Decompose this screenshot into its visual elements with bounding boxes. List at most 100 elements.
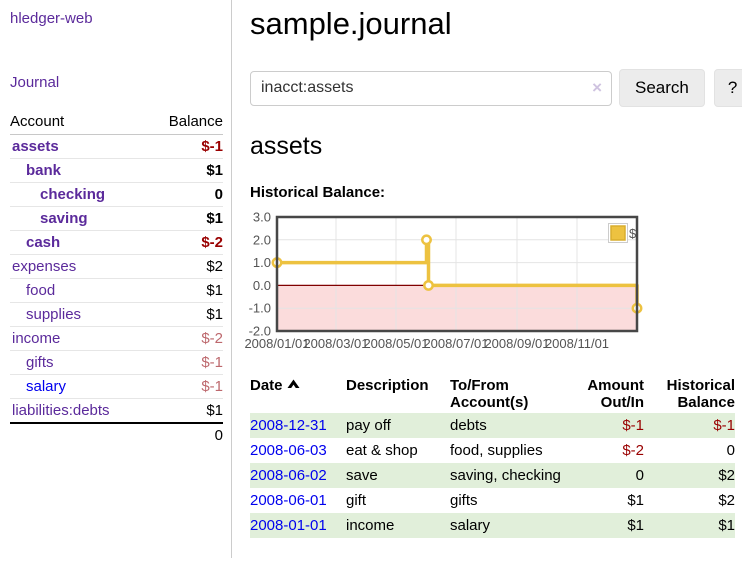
account-balance: $2 xyxy=(147,254,223,279)
transaction-description: pay off xyxy=(346,413,450,438)
register-header-amount: Amount Out/In xyxy=(587,377,644,411)
transaction-description: income xyxy=(346,513,450,538)
transaction-accounts: saving, checking xyxy=(450,463,562,488)
account-balance: $-1 xyxy=(147,350,223,375)
transaction-balance: 0 xyxy=(726,442,735,459)
x-axis-labels: 2008/01/01 2008/03/01 2008/05/01 2008/07… xyxy=(244,336,609,351)
transaction-amount: $-2 xyxy=(622,442,644,459)
account-row: cash $-2 xyxy=(10,230,223,255)
account-link-liabilities-debts[interactable]: liabilities:debts xyxy=(12,402,110,419)
transaction-description: eat & shop xyxy=(346,442,418,459)
search-button[interactable]: Search xyxy=(619,69,705,107)
register-header-date[interactable]: Date xyxy=(250,375,346,413)
help-button[interactable]: ? xyxy=(713,69,742,107)
account-link-supplies[interactable]: supplies xyxy=(26,306,82,323)
search-input[interactable] xyxy=(250,70,612,106)
transaction-amount: $1 xyxy=(562,513,644,538)
page-title: sample.journal xyxy=(250,6,452,41)
transaction-amount: $-1 xyxy=(562,413,644,438)
transaction-accounts: food, supplies xyxy=(450,442,543,459)
svg-text:2008/01/01: 2008/01/01 xyxy=(244,336,309,351)
sidebar-item-journal[interactable]: Journal xyxy=(10,74,60,91)
account-link-salary[interactable]: salary xyxy=(26,378,67,395)
account-balance: $1 xyxy=(147,302,223,327)
account-balance: 0 xyxy=(147,182,223,207)
svg-text:0.0: 0.0 xyxy=(253,278,271,293)
register-header-accounts: To/From Account(s) xyxy=(450,377,529,411)
account-link-food[interactable]: food xyxy=(26,282,56,299)
legend-label: $ xyxy=(629,226,637,241)
account-link-checking[interactable]: checking xyxy=(40,186,106,203)
y-axis-labels: 3.0 2.0 1.0 0.0 -1.0 -2.0 xyxy=(249,211,271,339)
svg-text:2008/07/01: 2008/07/01 xyxy=(423,336,488,351)
accounts-total-value: 0 xyxy=(147,422,223,447)
transaction-accounts: debts xyxy=(450,413,562,438)
account-link-gifts[interactable]: gifts xyxy=(26,354,54,371)
account-row: liabilities:debts $1 xyxy=(10,398,223,424)
clear-search-icon[interactable]: × xyxy=(592,77,602,97)
transaction-accounts: gifts xyxy=(450,492,478,509)
account-row: salary $-1 xyxy=(10,374,223,399)
transaction-date-link[interactable]: 2008-12-31 xyxy=(250,417,327,434)
accounts-header-balance: Balance xyxy=(147,110,223,135)
account-row: saving $1 xyxy=(10,206,223,231)
account-link-assets[interactable]: assets xyxy=(12,138,59,155)
account-balance: $-2 xyxy=(147,230,223,255)
brand-link[interactable]: hledger-web xyxy=(10,10,93,27)
account-balance: $1 xyxy=(147,158,223,183)
account-balance: $1 xyxy=(147,398,223,424)
transaction-date-link[interactable]: 2008-01-01 xyxy=(250,517,327,534)
accounts-total-row: 0 xyxy=(10,422,223,447)
account-row: bank $1 xyxy=(10,158,223,183)
account-link-saving[interactable]: saving xyxy=(40,210,88,227)
transaction-balance: $1 xyxy=(644,513,735,538)
svg-text:2008/11/01: 2008/11/01 xyxy=(545,336,609,351)
transaction-description: save xyxy=(346,463,450,488)
account-balance: $1 xyxy=(147,206,223,231)
account-balance: $1 xyxy=(147,278,223,303)
svg-text:-1.0: -1.0 xyxy=(249,301,271,316)
transaction-balance: $2 xyxy=(718,492,735,509)
sort-ascending-icon xyxy=(287,377,300,394)
register-row: 2008-06-02 save saving, checking 0 $2 xyxy=(250,463,735,488)
transaction-amount: 0 xyxy=(562,463,644,488)
account-link-expenses[interactable]: expenses xyxy=(12,258,77,275)
account-balance: $-1 xyxy=(147,134,223,159)
register-header-balance: Historical Balance xyxy=(666,377,735,411)
account-row: checking 0 xyxy=(10,182,223,207)
svg-text:1.0: 1.0 xyxy=(253,255,271,270)
accounts-header-account: Account xyxy=(10,110,148,135)
chart-legend: $ xyxy=(608,223,637,243)
transaction-date-link[interactable]: 2008-06-01 xyxy=(250,492,327,509)
register-header-description: Description xyxy=(346,377,429,394)
register-row: 2008-01-01 income salary $1 $1 xyxy=(250,513,735,538)
account-link-cash[interactable]: cash xyxy=(26,234,61,251)
register-row: 2008-06-03 eat & shop food, supplies $-2… xyxy=(250,438,735,463)
account-row: expenses $2 xyxy=(10,254,223,279)
svg-text:2.0: 2.0 xyxy=(253,232,271,247)
sidebar: hledger-web Journal Account Balance asse… xyxy=(0,0,232,558)
account-heading: assets xyxy=(250,132,323,160)
register-row: 2008-06-01 gift gifts $1 $2 xyxy=(250,488,735,513)
svg-text:3.0: 3.0 xyxy=(253,211,271,225)
transaction-accounts: salary xyxy=(450,513,562,538)
account-balance: $-2 xyxy=(147,326,223,351)
transaction-description: gift xyxy=(346,492,367,509)
register-table: Date Description To/From Account(s) Amoun… xyxy=(250,375,735,538)
app-layout: hledger-web Journal Account Balance asse… xyxy=(0,0,742,558)
account-row: food $1 xyxy=(10,278,223,303)
account-link-income[interactable]: income xyxy=(12,330,61,347)
transaction-balance: $-1 xyxy=(644,413,735,438)
main-content: sample.journal × Search ? assets Histori… xyxy=(232,0,742,558)
svg-text:2008/03/01: 2008/03/01 xyxy=(303,336,368,351)
transaction-balance: $2 xyxy=(644,463,735,488)
accounts-table: Account Balance assets $-1 bank $1 check… xyxy=(10,110,223,447)
transaction-date-link[interactable]: 2008-06-03 xyxy=(250,442,327,459)
svg-text:-2.0: -2.0 xyxy=(249,324,271,339)
account-balance: $-1 xyxy=(147,374,223,399)
transaction-date-link[interactable]: 2008-06-02 xyxy=(250,467,327,484)
svg-text:2008/05/01: 2008/05/01 xyxy=(363,336,428,351)
account-link-bank[interactable]: bank xyxy=(26,162,62,179)
account-row: income $-2 xyxy=(10,326,223,351)
search-form: × Search ? xyxy=(250,69,742,107)
